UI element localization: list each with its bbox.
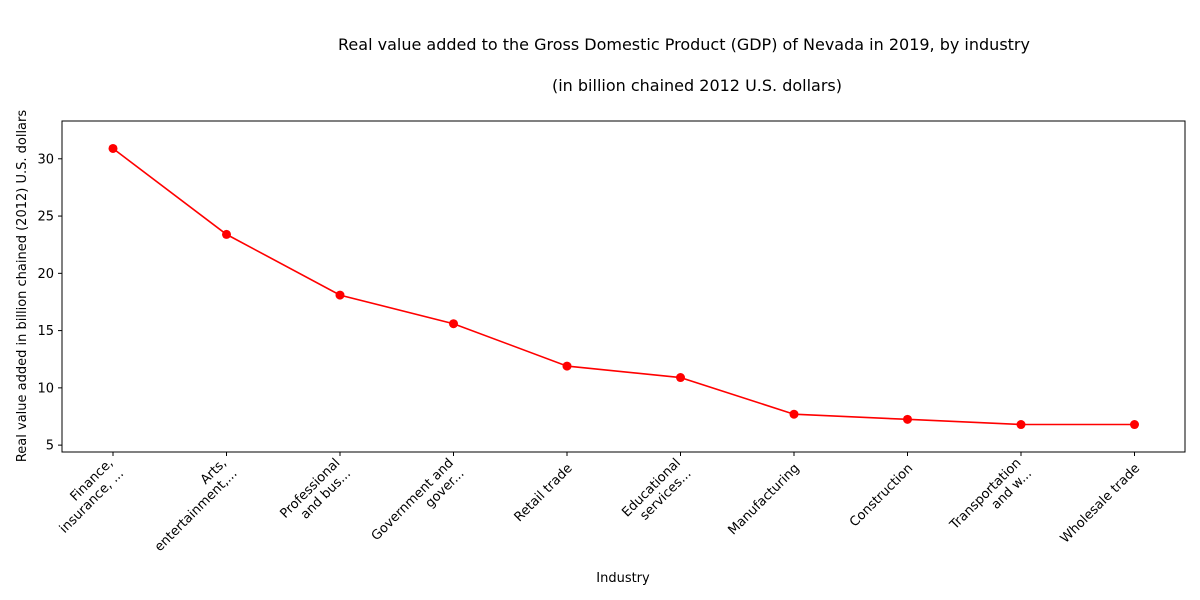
series-points	[108, 143, 1139, 430]
plot-area-frame	[61, 120, 1186, 453]
data-point	[789, 409, 799, 419]
y-axis: 5 10 15 20 25 30	[37, 152, 62, 454]
y-axis-label: Real value added in billion chained (201…	[15, 110, 30, 463]
y-tick-label: 5	[46, 439, 54, 454]
data-point	[1016, 420, 1026, 430]
y-tick-label: 15	[37, 324, 54, 339]
data-point	[108, 143, 118, 153]
data-point	[676, 373, 685, 383]
data-point	[1130, 420, 1139, 430]
data-point	[562, 361, 572, 371]
chart-subtitle: (in billion chained 2012 U.S. dollars)	[552, 76, 842, 95]
y-tick-label: 25	[37, 210, 54, 225]
data-point	[222, 229, 231, 239]
data-point	[903, 414, 912, 424]
data-point	[449, 319, 458, 329]
y-tick-label: 20	[37, 267, 54, 282]
y-tick-label: 10	[37, 381, 54, 396]
data-point	[335, 290, 345, 300]
y-tick-label: 30	[37, 152, 54, 167]
x-axis-label: Industry	[596, 571, 650, 586]
chart-title: Real value added to the Gross Domestic P…	[338, 35, 1030, 54]
series-line	[112, 147, 1135, 426]
